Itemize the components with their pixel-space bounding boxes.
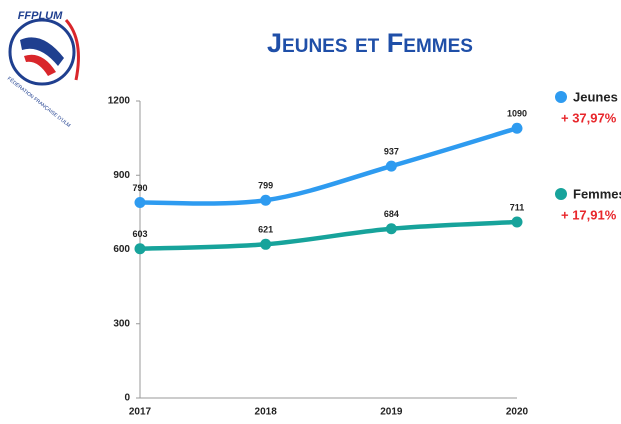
- legend-marker: [555, 188, 567, 200]
- data-label: 621: [258, 225, 273, 235]
- line: [137, 219, 520, 252]
- x-tick-label: 2020: [506, 407, 529, 418]
- point: [511, 216, 523, 228]
- legend-marker: [555, 91, 567, 103]
- y-tick-label: 600: [113, 244, 130, 255]
- point: [134, 196, 146, 208]
- point: [511, 122, 523, 134]
- logo-ring: [8, 18, 76, 86]
- point: [134, 243, 146, 255]
- legend-change: + 17,91%: [561, 207, 617, 222]
- point: [260, 238, 272, 250]
- legend-label: Femmes: [573, 186, 621, 201]
- line: [137, 125, 520, 206]
- data-label: 1090: [507, 109, 527, 119]
- point: [260, 194, 272, 206]
- logo-swoosh: [64, 18, 80, 81]
- x-tick-label: 2019: [380, 407, 403, 418]
- data-label: 799: [258, 181, 273, 191]
- data-label: 937: [384, 146, 399, 156]
- chart-title: Jeunes et Femmes: [267, 28, 473, 58]
- data-label: 684: [384, 209, 399, 219]
- y-tick-label: 300: [113, 318, 130, 329]
- legend-label: Jeunes: [573, 89, 618, 104]
- logo-wing: [24, 54, 56, 76]
- y-tick-label: 0: [124, 393, 130, 404]
- x-tick-label: 2018: [255, 407, 278, 418]
- logo-wing: [20, 37, 64, 66]
- y-tick-label: 900: [113, 170, 130, 181]
- data-label: 790: [132, 183, 147, 193]
- y-tick-label: 1200: [108, 96, 131, 107]
- point: [385, 160, 397, 172]
- data-label: 711: [510, 202, 525, 212]
- data-label: 603: [132, 229, 147, 239]
- logo: FFPLUM FÉDÉRATION FRANÇAISE D'ULM: [6, 10, 80, 129]
- point: [385, 223, 397, 235]
- legend-change: + 37,97%: [561, 110, 617, 125]
- x-tick-label: 2017: [129, 407, 152, 418]
- logo-name: FFPLUM: [18, 10, 63, 22]
